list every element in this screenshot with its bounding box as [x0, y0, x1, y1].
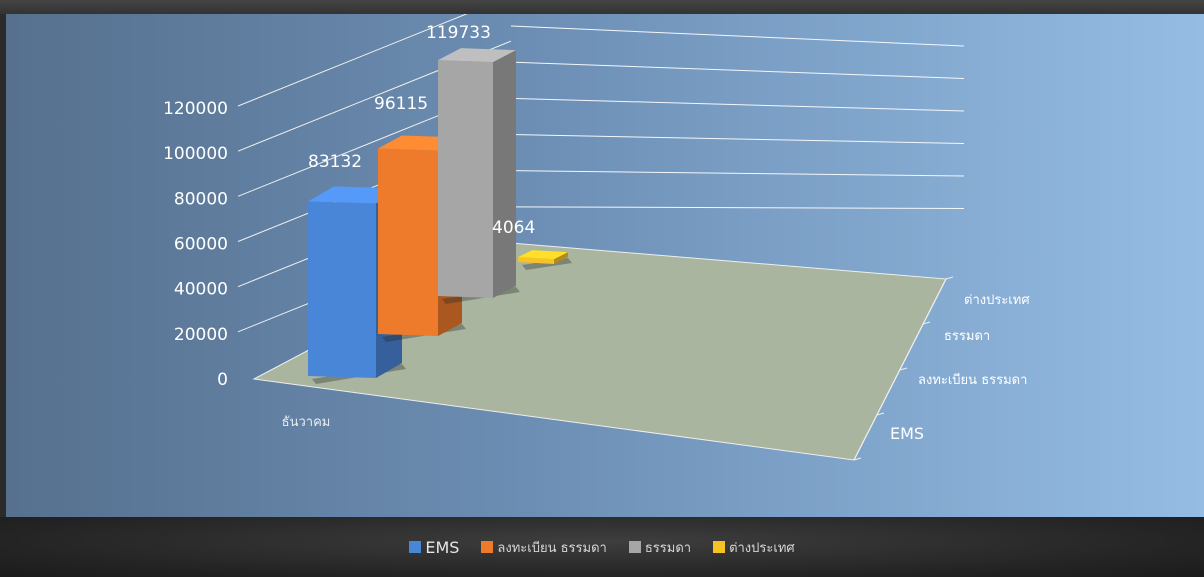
category-label: ธันวาคม — [282, 415, 331, 430]
depth-label: ธรรมดา — [944, 329, 990, 344]
y-tick-label: 0 — [217, 370, 228, 390]
bar-top — [518, 250, 568, 260]
depth-label: ต่างประเทศ — [964, 293, 1030, 308]
gridline — [510, 97, 965, 112]
legend-item-ems: EMS — [409, 538, 459, 557]
bar-front — [308, 201, 376, 378]
depth-tick — [853, 457, 862, 461]
top-bar — [0, 0, 1204, 14]
gridline — [510, 206, 965, 209]
gridline — [510, 170, 965, 177]
bar — [518, 250, 572, 270]
gridline — [510, 61, 965, 79]
legend-label: ต่างประเทศ — [729, 540, 795, 556]
legend-label: ธรรมดา — [644, 540, 692, 556]
chart-svg: 0 20000 40000 60000 80000 100000 120000 83132 9… — [163, 0, 1030, 461]
legend-item-international: ต่างประเทศ — [713, 537, 795, 558]
legend-swatch — [481, 541, 494, 553]
data-label: 119733 — [426, 23, 491, 43]
legend-swatch — [628, 541, 641, 553]
bar-front — [518, 257, 554, 264]
bar-top — [438, 48, 516, 63]
y-tick-label: 80000 — [174, 189, 228, 209]
plot-area: 0 20000 40000 60000 80000 100000 120000 83132 9… — [6, 0, 1204, 517]
gridline — [510, 25, 965, 47]
gridline — [510, 134, 965, 144]
depth-label: EMS — [890, 424, 924, 443]
y-tick-label: 60000 — [174, 235, 228, 255]
legend: EMS ลงทะเบียน ธรรมดา ธรรมดา ต่างประเทศ — [0, 517, 1204, 577]
legend-label: ลงทะเบียน ธรรมดา — [497, 540, 607, 556]
y-tick-label: 100000 — [163, 144, 228, 164]
data-label: 4064 — [492, 218, 535, 238]
bar — [438, 48, 520, 304]
depth-tick — [945, 276, 954, 280]
bar-side — [554, 252, 568, 264]
legend-swatch — [409, 541, 422, 553]
depth-tick — [899, 367, 908, 371]
legend-swatch — [713, 541, 726, 553]
data-label: 83132 — [308, 152, 362, 172]
legend-label: EMS — [425, 537, 460, 557]
y-tick-label: 20000 — [174, 325, 228, 345]
y-tick-line — [237, 0, 503, 107]
legend-item-normal: ธรรมดา — [628, 537, 692, 558]
bar-side — [493, 50, 516, 298]
legend-item-registered: ลงทะเบียน ธรรมดา — [481, 537, 607, 558]
bar-front — [378, 148, 438, 336]
bar-front — [438, 60, 493, 298]
data-label: 96115 — [374, 94, 428, 114]
y-tick-label: 40000 — [174, 280, 228, 300]
depth-tick — [922, 321, 931, 325]
y-tick-label: 120000 — [163, 99, 228, 119]
depth-label: ลงทะเบียน ธรรมดา — [918, 372, 1027, 388]
depth-tick — [876, 412, 885, 416]
